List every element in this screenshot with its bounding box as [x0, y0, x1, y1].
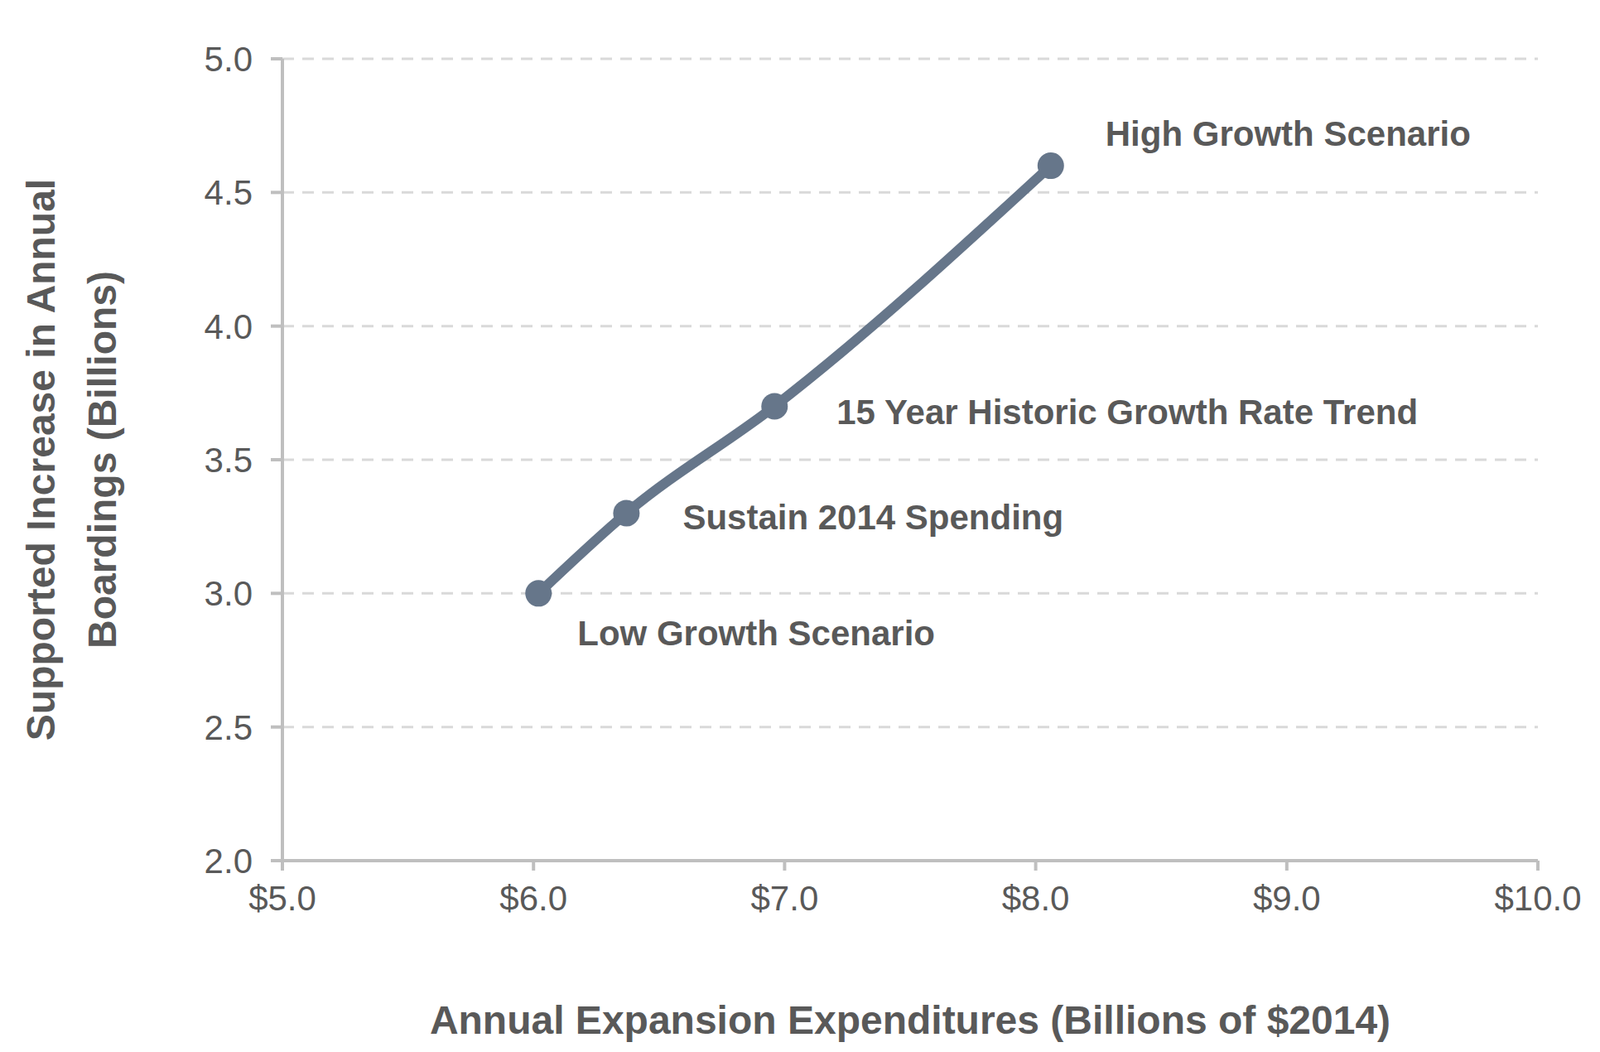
svg-text:Low Growth Scenario: Low Growth Scenario [577, 613, 935, 653]
svg-text:2.0: 2.0 [204, 841, 253, 881]
svg-text:4.0: 4.0 [204, 307, 253, 347]
svg-text:High Growth Scenario: High Growth Scenario [1105, 114, 1471, 154]
svg-text:$10.0: $10.0 [1493, 878, 1581, 918]
svg-text:4.5: 4.5 [204, 173, 253, 213]
svg-text:$9.0: $9.0 [1253, 878, 1321, 918]
svg-text:$6.0: $6.0 [499, 878, 568, 918]
svg-text:Supported Increase in Annual: Supported Increase in Annual [19, 178, 63, 741]
svg-text:3.5: 3.5 [204, 440, 253, 480]
svg-text:Sustain 2014 Spending: Sustain 2014 Spending [682, 497, 1064, 537]
svg-text:3.0: 3.0 [204, 573, 253, 613]
svg-text:$8.0: $8.0 [1002, 878, 1070, 918]
svg-text:5.0: 5.0 [204, 39, 253, 79]
svg-text:Boardings (Billions): Boardings (Billions) [80, 270, 125, 649]
svg-text:$7.0: $7.0 [751, 878, 820, 918]
svg-text:Annual Expansion Expenditures: Annual Expansion Expenditures (Billions … [429, 997, 1391, 1042]
svg-text:2.5: 2.5 [204, 708, 253, 747]
svg-text:$5.0: $5.0 [248, 878, 317, 918]
svg-text:15 Year Historic Growth Rate T: 15 Year Historic Growth Rate Trend [836, 392, 1418, 432]
